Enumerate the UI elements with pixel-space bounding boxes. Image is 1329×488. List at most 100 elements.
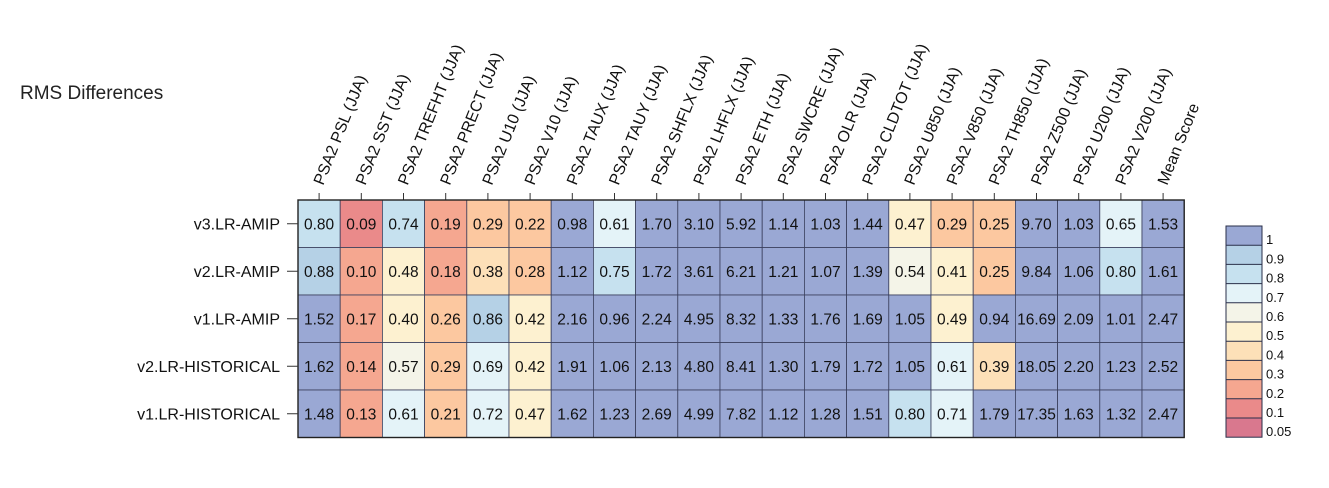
cell-value-label: 0.86 [473, 311, 503, 328]
heatmap-cell [804, 389, 848, 438]
heatmap-cell [761, 294, 805, 343]
colorbar-segment [1226, 341, 1262, 361]
cell-value-label: 2.47 [1148, 311, 1178, 328]
colorbar-segment [1226, 360, 1262, 380]
heatmap-cell [972, 199, 1016, 248]
colorbar-tick-label: 0.9 [1266, 251, 1284, 266]
cell-value-label: 2.20 [1064, 359, 1095, 376]
cell-value-label: 17.35 [1017, 406, 1056, 423]
heatmap-cell [761, 389, 805, 438]
colorbar-tick-label: 0.3 [1266, 367, 1284, 382]
heatmap-cell [635, 389, 679, 438]
cell-value-label: 1.30 [768, 359, 799, 376]
heatmap-cell [1141, 199, 1185, 248]
cell-value-label: 1.51 [853, 406, 883, 423]
heatmap-cell [888, 247, 932, 296]
cell-value-label: 0.47 [515, 406, 545, 423]
heatmap-cell [593, 247, 637, 296]
cell-value-label: 0.18 [431, 264, 461, 281]
cell-value-label: 0.98 [557, 216, 587, 233]
cell-value-label: 1.32 [1106, 406, 1136, 423]
heatmap-cell [466, 342, 510, 391]
colorbar-tick-label: 0.4 [1266, 347, 1284, 362]
cell-value-label: 1.05 [895, 359, 925, 376]
cell-value-label: 1.12 [768, 406, 798, 423]
cell-value-label: 18.05 [1017, 359, 1056, 376]
cell-value-label: 0.42 [515, 359, 545, 376]
cell-value-label: 2.13 [642, 359, 672, 376]
row-labels: v3.LR-AMIP v2.LR-AMIP v1.LR-AMIP v2.LR-HIST… [137, 216, 298, 423]
cell-value-label: 0.17 [346, 311, 376, 328]
heatmap-cell [804, 199, 848, 248]
row-label: v1.LR-HISTORICAL [137, 406, 280, 423]
heatmap-cell [677, 342, 721, 391]
heatmap-cell [846, 389, 890, 438]
cell-value-label: 1.33 [768, 311, 798, 328]
heatmap-cell [466, 247, 510, 296]
cell-value-label: 1.03 [1064, 216, 1094, 233]
colorbar-segment [1226, 226, 1262, 246]
cell-value-label: 1.79 [979, 406, 1009, 423]
column-label: Mean Score [1155, 101, 1203, 187]
cell-value-label: 0.80 [1106, 264, 1137, 281]
colorbar-tick-label: 0.2 [1266, 386, 1284, 401]
heatmap-cell [719, 247, 763, 296]
cell-value-label: 0.39 [979, 359, 1009, 376]
cell-value-label: 1.23 [599, 406, 629, 423]
cell-value-label: 0.72 [473, 406, 503, 423]
row-label: v1.LR-AMIP [194, 311, 280, 328]
cell-value-label: 0.29 [473, 216, 503, 233]
heatmap-cell [1057, 342, 1101, 391]
heatmap-cell [550, 294, 594, 343]
cell-value-label: 1.21 [768, 264, 798, 281]
heatmap-cell [508, 199, 552, 248]
heatmap-cell [804, 247, 848, 296]
cell-value-label: 1.39 [853, 264, 883, 281]
heatmap-cell [804, 294, 848, 343]
cell-value-label: 0.49 [937, 311, 967, 328]
colorbar-tick-label: 1 [1266, 232, 1273, 247]
heatmap-cell [719, 389, 763, 438]
cell-value-label: 1.06 [1064, 264, 1094, 281]
cell-value-label: 1.79 [810, 359, 840, 376]
cell-value-label: 0.10 [346, 264, 377, 281]
heatmap-cell [424, 342, 468, 391]
cell-value-label: 2.16 [557, 311, 587, 328]
cell-value-label: 0.69 [473, 359, 503, 376]
cell-value-label: 5.92 [726, 216, 756, 233]
cell-value-label: 1.48 [304, 406, 334, 423]
heatmap-cell [593, 294, 637, 343]
cell-value-label: 0.22 [515, 216, 545, 233]
heatmap-cell [1099, 342, 1143, 391]
cell-value-label: 0.14 [346, 359, 377, 376]
heatmap-cell [508, 247, 552, 296]
cell-value-label: 2.24 [642, 311, 673, 328]
heatmap-cell [593, 199, 637, 248]
heatmap-cell [1015, 342, 1059, 391]
cell-value-label: 0.09 [346, 216, 376, 233]
heatmap-cell [1141, 294, 1185, 343]
heatmap-cell [1099, 389, 1143, 438]
cell-value-label: 0.41 [937, 264, 967, 281]
heatmap-cell [593, 342, 637, 391]
cell-value-label: 1.14 [768, 216, 799, 233]
cell-value-label: 1.91 [557, 359, 587, 376]
heatmap-cell [339, 247, 383, 296]
colorbar-segment [1226, 322, 1262, 342]
heatmap-cell [930, 247, 974, 296]
column-labels: PSA2 PSL (JJA)PSA2 SST (JJA)PSA2 TREFHT … [311, 42, 1203, 200]
cell-value-label: 0.48 [388, 264, 418, 281]
cell-value-label: 3.10 [684, 216, 715, 233]
heatmap-cell [466, 389, 510, 438]
cell-value-label: 2.52 [1148, 359, 1178, 376]
cell-value-label: 9.84 [1021, 264, 1052, 281]
heatmap-cell [1057, 294, 1101, 343]
heatmap-cell [888, 342, 932, 391]
cell-value-label: 0.88 [304, 264, 334, 281]
cell-value-label: 0.26 [431, 311, 461, 328]
cell-value-label: 0.19 [431, 216, 461, 233]
row-label: v2.LR-AMIP [194, 264, 280, 281]
cell-value-label: 0.21 [431, 406, 461, 423]
heatmap-cell [677, 247, 721, 296]
colorbar-tick-label: 0.7 [1266, 290, 1284, 305]
